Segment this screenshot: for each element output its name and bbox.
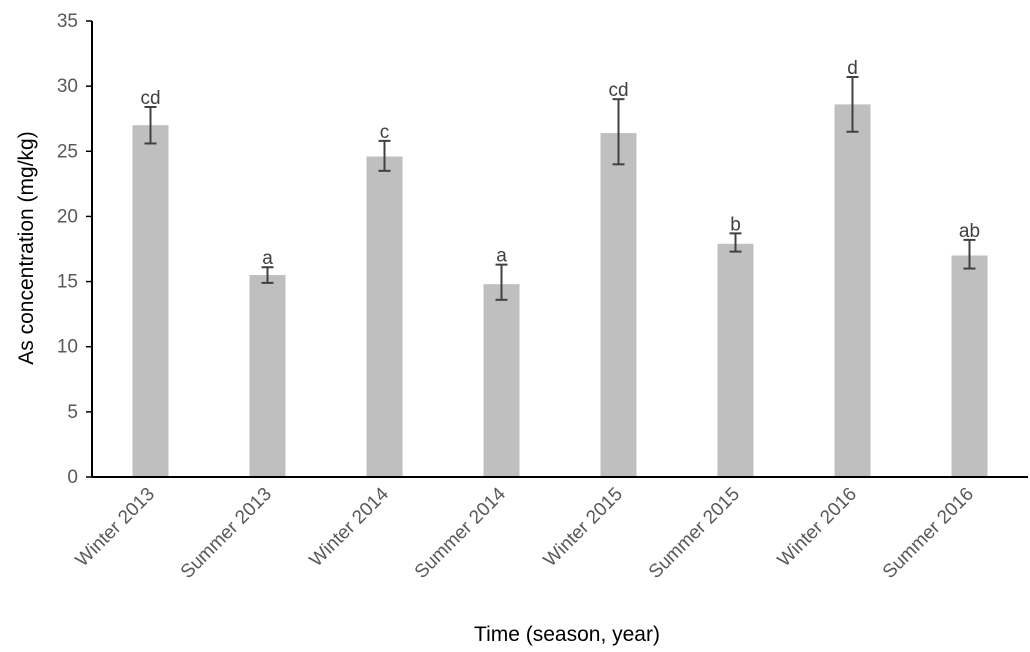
x-tick-label: Summer 2015: [645, 484, 744, 583]
y-axis-title: As concentration (mg/kg): [15, 131, 38, 364]
significance-label: a: [496, 246, 507, 267]
x-tick-label: Summer 2013: [177, 484, 276, 583]
error-bar: [144, 105, 157, 145]
significance-label: ab: [959, 221, 980, 242]
significance-label: cd: [608, 80, 628, 101]
bar: [132, 125, 169, 477]
bar: [834, 104, 871, 477]
y-tick-label: 15: [57, 272, 78, 293]
significance-label: cd: [140, 88, 160, 109]
error-bar: [612, 98, 625, 166]
y-axis-ticks: 0 5 10 15 20 25 30 35: [57, 11, 92, 488]
bar: [951, 255, 988, 477]
error-bar: [378, 139, 391, 172]
error-bars-group: [144, 76, 976, 301]
y-tick-label: 35: [57, 11, 78, 32]
y-tick-label: 0: [67, 467, 78, 488]
significance-labels-group: cd a c a cd b d ab: [140, 58, 980, 269]
significance-label: a: [262, 248, 273, 269]
bar: [717, 243, 754, 477]
bar: [600, 133, 637, 477]
bar: [483, 284, 520, 477]
significance-label: b: [730, 214, 741, 235]
error-bar: [495, 263, 508, 301]
x-tick-label: Winter 2016: [774, 484, 861, 571]
error-bar: [261, 266, 274, 284]
x-tick-label: Winter 2014: [306, 483, 394, 571]
y-tick-label: 5: [67, 402, 78, 423]
x-axis-category-labels: Winter 2013 Summer 2013 Winter 2014 Summer …: [72, 483, 978, 583]
bar: [249, 275, 286, 477]
significance-label: d: [847, 58, 858, 79]
bar: [366, 156, 403, 478]
error-bar: [846, 76, 859, 133]
error-bar: [729, 232, 742, 253]
x-tick-label: Winter 2013: [72, 484, 159, 571]
x-tick-label: Summer 2016: [879, 484, 978, 583]
y-tick-label: 20: [57, 206, 78, 227]
y-tick-label: 25: [57, 141, 78, 162]
bars-group: [132, 104, 988, 478]
x-axis-title: Time (season, year): [474, 623, 660, 646]
error-bar: [963, 238, 976, 270]
significance-label: c: [380, 122, 390, 143]
x-tick-label: Summer 2014: [411, 483, 511, 583]
y-tick-label: 10: [57, 337, 78, 358]
x-tick-label: Winter 2015: [540, 484, 627, 571]
y-tick-label: 30: [57, 76, 78, 97]
